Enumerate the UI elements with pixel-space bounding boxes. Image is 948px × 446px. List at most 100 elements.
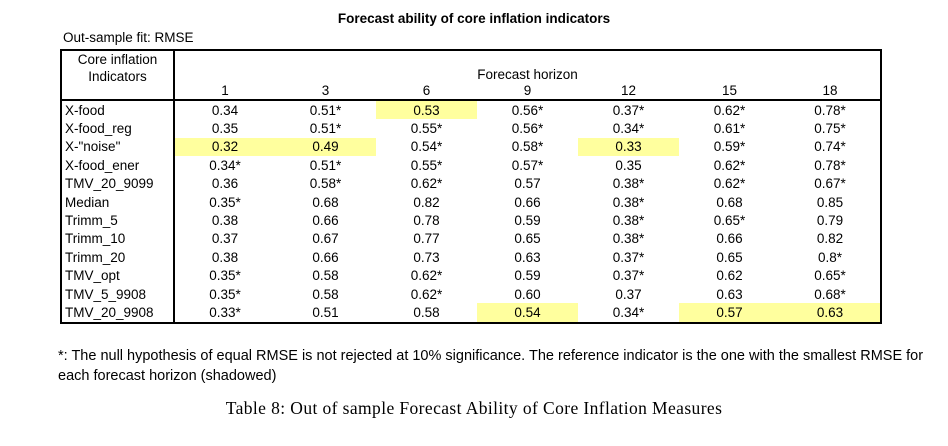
horizon-col-header: 1 xyxy=(174,82,275,101)
corner-header-cell: Core inflation Indicators xyxy=(61,50,175,101)
value-cell: 0.56* xyxy=(511,102,544,118)
value-cell: 0.85 xyxy=(816,194,844,210)
value-cell: 0.66 xyxy=(514,194,541,210)
value-cell: 0.77 xyxy=(413,231,440,247)
value-cell: 0.57 xyxy=(514,176,541,192)
value-cell: 0.54* xyxy=(410,139,443,155)
value-cell: 0.62* xyxy=(713,102,746,118)
value-cell: 0.36 xyxy=(211,176,239,192)
row-label: Trimm_10 xyxy=(61,229,175,249)
row-label: TMV_20_9908 xyxy=(61,303,175,323)
value-cell: 0.73 xyxy=(413,249,440,265)
table-row: X-food_ener 0.34* 0.51* 0.55* 0.57* 0.35… xyxy=(61,156,881,175)
value-cell: 0.34* xyxy=(612,121,645,137)
value-cell-highlighted: 0.63 xyxy=(780,303,881,323)
value-cell: 0.58* xyxy=(511,139,544,155)
table-header: Core inflation Indicators Forecast horiz… xyxy=(61,50,881,101)
horizon-col-header: 15 xyxy=(679,82,780,101)
row-label: TMV_opt xyxy=(61,266,175,285)
value-cell: 0.61* xyxy=(713,121,746,137)
value-cell: 0.65* xyxy=(814,268,846,284)
value-cell-highlighted: 0.49 xyxy=(275,137,376,157)
value-cell: 0.62* xyxy=(410,176,443,192)
value-cell: 0.68* xyxy=(814,286,846,302)
value-cell: 0.58* xyxy=(309,176,342,192)
value-cell: 0.38* xyxy=(612,194,645,210)
horizon-col-header: 12 xyxy=(578,82,679,101)
value-cell: 0.68 xyxy=(312,194,339,210)
row-label: Trimm_20 xyxy=(61,248,175,267)
value-cell: 0.59* xyxy=(713,139,746,155)
value-cell: 0.63 xyxy=(716,286,743,302)
value-cell: 0.79 xyxy=(816,213,844,229)
table-row: TMV_opt 0.35* 0.58 0.62* 0.59 0.37* 0.62… xyxy=(61,266,881,285)
value-cell: 0.8* xyxy=(817,249,843,265)
value-cell: 0.58 xyxy=(312,286,339,302)
group-header-row: Core inflation Indicators Forecast horiz… xyxy=(61,50,881,101)
value-cell: 0.37 xyxy=(615,286,642,302)
horizon-col-header: 6 xyxy=(376,82,477,101)
table-title: Forecast ability of core inflation indic… xyxy=(337,11,611,26)
value-cell: 0.74* xyxy=(814,139,846,155)
table-body: X-food 0.34 0.51* 0.53 0.56* 0.37* 0.62*… xyxy=(61,100,881,323)
value-cell-highlighted: 0.54 xyxy=(477,303,578,323)
table-caption: Table 8: Out of sample Forecast Ability … xyxy=(225,398,723,418)
rmse-table: Core inflation Indicators Forecast horiz… xyxy=(60,49,882,324)
value-cell: 0.58 xyxy=(413,304,440,320)
value-cell: 0.38 xyxy=(211,213,239,229)
value-cell: 0.35 xyxy=(211,121,239,137)
value-cell: 0.55* xyxy=(410,121,443,137)
row-label: X-"noise" xyxy=(61,137,175,157)
table-row: TMV_20_9908 0.33* 0.51 0.58 0.54 0.34* 0… xyxy=(61,303,881,323)
value-cell: 0.63 xyxy=(514,249,541,265)
table-row: Trimm_10 0.37 0.67 0.77 0.65 0.38* 0.66 … xyxy=(61,229,881,249)
value-cell: 0.33* xyxy=(209,304,241,320)
row-label: Trimm_5 xyxy=(61,211,175,230)
value-cell: 0.38* xyxy=(612,231,645,247)
value-cell: 0.66 xyxy=(312,213,339,229)
value-cell: 0.62* xyxy=(713,157,746,173)
value-cell: 0.35* xyxy=(209,268,241,284)
value-cell: 0.65 xyxy=(514,231,541,247)
value-cell: 0.51* xyxy=(309,102,342,118)
corner-header-line1: Core inflation xyxy=(77,52,158,67)
value-cell: 0.38* xyxy=(612,176,645,192)
row-label: TMV_20_9099 xyxy=(61,174,175,193)
value-cell: 0.67* xyxy=(814,176,846,192)
value-cell: 0.82 xyxy=(816,231,844,247)
horizon-col-header: 3 xyxy=(275,82,376,101)
value-cell: 0.62 xyxy=(716,268,743,284)
corner-header-line2: Indicators xyxy=(88,69,147,84)
value-cell: 0.51* xyxy=(309,121,342,137)
value-cell: 0.82 xyxy=(413,194,440,210)
row-label: X-food_ener xyxy=(61,156,175,175)
value-cell: 0.38* xyxy=(612,213,645,229)
value-cell: 0.75* xyxy=(814,121,846,137)
table-row: Median 0.35* 0.68 0.82 0.66 0.38* 0.68 0… xyxy=(61,192,881,212)
table-row: TMV_5_9908 0.35* 0.58 0.62* 0.60 0.37 0.… xyxy=(61,284,881,304)
row-label: Median xyxy=(61,192,175,212)
value-cell-highlighted: 0.53 xyxy=(376,100,477,120)
horizon-col-header: 18 xyxy=(780,82,881,101)
value-cell-highlighted: 0.32 xyxy=(174,137,275,157)
value-cell: 0.66 xyxy=(716,231,743,247)
value-cell: 0.35* xyxy=(209,194,241,210)
table-subtitle: Out-sample fit: RMSE xyxy=(63,30,194,45)
value-cell: 0.35* xyxy=(209,286,241,302)
table-row: TMV_20_9099 0.36 0.58* 0.62* 0.57 0.38* … xyxy=(61,174,881,193)
value-cell: 0.37* xyxy=(612,249,645,265)
value-cell: 0.62* xyxy=(410,268,443,284)
value-cell: 0.34 xyxy=(211,102,239,118)
value-cell: 0.37 xyxy=(211,231,239,247)
value-cell: 0.56* xyxy=(511,121,544,137)
value-cell: 0.65 xyxy=(716,249,743,265)
forecast-horizon-header: Forecast horizon xyxy=(477,67,578,82)
value-cell: 0.51* xyxy=(309,157,342,173)
value-cell: 0.57* xyxy=(511,157,544,173)
value-cell: 0.59 xyxy=(514,213,541,229)
value-cell: 0.37* xyxy=(612,268,645,284)
value-cell: 0.38 xyxy=(211,249,239,265)
horizon-row: 1 3 6 9 12 15 18 xyxy=(61,82,881,101)
table-row: Trimm_20 0.38 0.66 0.73 0.63 0.37* 0.65 … xyxy=(61,248,881,267)
